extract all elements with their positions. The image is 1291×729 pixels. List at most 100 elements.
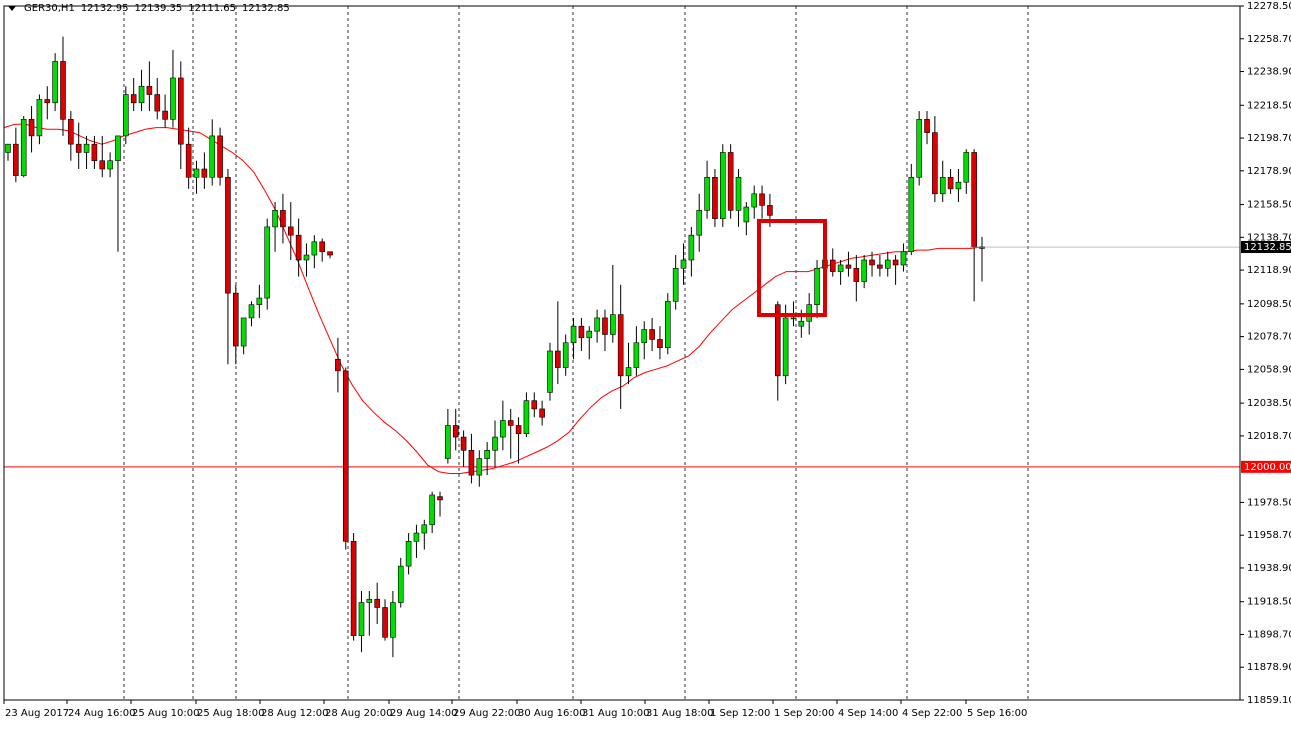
bull-candle-body xyxy=(547,350,553,393)
bear-candle-body xyxy=(947,176,954,190)
candle xyxy=(115,135,121,252)
bull-candle-body xyxy=(366,598,373,603)
candle xyxy=(712,168,718,227)
bear-candle-body xyxy=(217,135,223,178)
candle xyxy=(492,420,498,467)
bull-candle-body xyxy=(429,494,435,526)
bear-candle-body xyxy=(350,541,357,636)
candle xyxy=(421,519,428,550)
bear-candle-body xyxy=(767,205,773,216)
bull-candle-body xyxy=(405,541,412,567)
level-price-label: 12000.00 xyxy=(1244,462,1291,473)
bull-candle-body xyxy=(476,458,483,476)
bear-candle-body xyxy=(531,400,538,410)
y-tick-label: 12118.90 xyxy=(1247,265,1291,276)
bull-candle-body xyxy=(311,241,318,256)
candle xyxy=(225,168,231,365)
bull-candle-body xyxy=(123,94,129,137)
bear-candle-body xyxy=(829,259,836,272)
candle xyxy=(390,590,396,658)
bull-candle-body xyxy=(790,317,797,320)
bear-candle-body xyxy=(342,370,349,542)
candle xyxy=(256,284,263,318)
candle xyxy=(665,293,671,355)
bull-candle-body xyxy=(484,449,490,459)
x-tick-label: 5 Sep 16:00 xyxy=(967,708,1027,719)
candle xyxy=(162,94,168,128)
bull-candle-body xyxy=(641,329,648,344)
highlight-box xyxy=(757,219,827,317)
bull-candle-body xyxy=(719,152,726,219)
candles-layer xyxy=(5,36,985,658)
bear-candle-body xyxy=(774,304,781,377)
bull-candle-body xyxy=(900,251,907,266)
bull-candle-body xyxy=(264,226,271,299)
bear-candle-body xyxy=(727,152,734,211)
ohlc-high: 12139.35 xyxy=(134,3,183,14)
bull-candle-body xyxy=(782,317,789,377)
bear-candle-body xyxy=(295,234,302,261)
bear-candle-body xyxy=(335,358,341,372)
candle xyxy=(837,260,844,285)
candle xyxy=(861,255,867,289)
y-tick-label: 12018.70 xyxy=(1247,431,1291,442)
candle xyxy=(123,86,129,145)
candle xyxy=(696,193,703,252)
moving-average-layer xyxy=(3,123,983,474)
bear-candle-body xyxy=(287,226,294,236)
candle xyxy=(413,524,420,558)
bear-candle-body xyxy=(13,143,19,176)
bear-candle-body xyxy=(162,110,168,120)
candle xyxy=(272,202,278,252)
candle xyxy=(20,116,27,178)
x-tick-label: 25 Aug 10:00 xyxy=(132,708,199,719)
y-tick-label: 11958.70 xyxy=(1247,530,1291,541)
candle xyxy=(5,143,11,161)
candle xyxy=(468,433,475,484)
chart-menu-triangle-icon[interactable] xyxy=(8,6,16,11)
candle xyxy=(209,119,216,186)
x-tick-label: 25 Aug 18:00 xyxy=(197,708,264,719)
chart-header: GER30,H1 12132.95 12139.35 12111.65 1213… xyxy=(8,3,290,14)
bear-candle-body xyxy=(178,77,184,145)
y-tick-label: 12158.50 xyxy=(1247,200,1291,211)
bear-candle-body xyxy=(28,119,35,137)
candle xyxy=(924,111,930,145)
candle xyxy=(900,243,907,272)
candle xyxy=(578,317,585,352)
candle xyxy=(280,193,286,244)
bull-candle-body xyxy=(523,400,530,435)
y-tick-label: 12098.50 xyxy=(1247,299,1291,310)
bear-candle-body xyxy=(468,449,475,476)
candle xyxy=(295,218,302,277)
candle xyxy=(672,255,679,310)
x-tick-label: 4 Sep 22:00 xyxy=(902,708,962,719)
y-tick-label: 12198.70 xyxy=(1247,133,1291,144)
bull-candle-body xyxy=(586,330,593,339)
bull-candle-body xyxy=(672,267,679,302)
bear-candle-body xyxy=(68,119,74,145)
bull-candle-body xyxy=(413,532,420,542)
y-tick-label: 11898.70 xyxy=(1247,629,1291,640)
candle xyxy=(178,61,184,169)
candle xyxy=(445,408,451,464)
bull-candle-body xyxy=(115,135,121,162)
x-tick-label: 4 Sep 14:00 xyxy=(838,708,898,719)
bear-candle-body xyxy=(382,607,388,638)
bull-candle-body xyxy=(861,259,867,282)
bear-candle-body xyxy=(44,99,51,104)
bull-candle-body xyxy=(562,342,569,368)
y-tick-label: 11938.90 xyxy=(1247,563,1291,574)
bear-candle-body xyxy=(539,408,545,418)
candle xyxy=(829,248,836,277)
bear-candle-body xyxy=(185,143,192,178)
candle xyxy=(201,152,208,189)
bull-candle-body xyxy=(735,176,742,211)
candle xyxy=(60,36,66,136)
x-tick-label: 1 Sep 20:00 xyxy=(774,708,834,719)
candle xyxy=(193,160,200,194)
candle xyxy=(971,149,977,302)
bull-candle-body xyxy=(5,143,11,153)
bear-candle-body xyxy=(60,61,66,120)
candle xyxy=(342,367,349,550)
